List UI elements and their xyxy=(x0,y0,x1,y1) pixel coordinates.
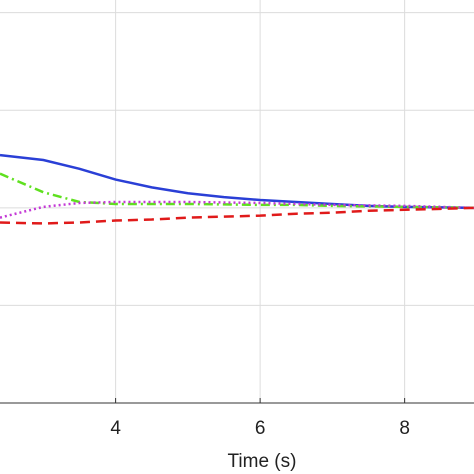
series-line xyxy=(0,172,474,210)
series-line xyxy=(0,200,474,219)
x-tick-label: 4 xyxy=(110,418,121,439)
series-line xyxy=(0,153,474,210)
x-tick-label: 8 xyxy=(399,418,410,439)
x-tick-label: 6 xyxy=(255,418,266,439)
x-axis-label: Time (s) xyxy=(228,451,297,472)
series-line xyxy=(0,206,474,225)
